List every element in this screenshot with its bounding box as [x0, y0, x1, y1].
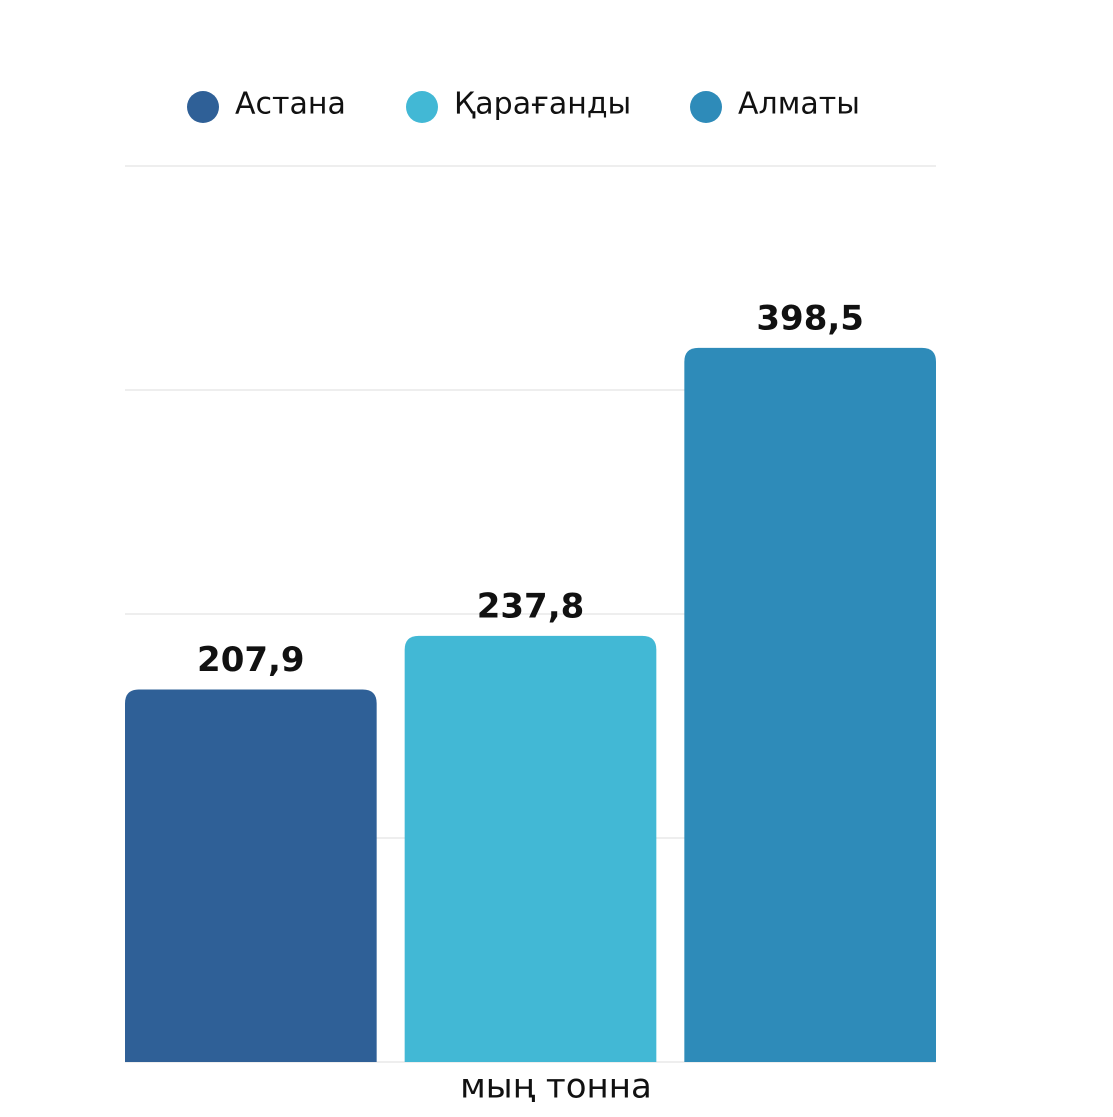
- x-axis-label: мың тонна: [460, 1067, 652, 1107]
- legend-marker: [187, 91, 219, 123]
- value-label: 398,5: [756, 298, 864, 338]
- value-label: 207,9: [197, 640, 305, 680]
- legend-label: Қарағанды: [454, 87, 631, 122]
- legend-marker: [406, 91, 438, 123]
- bar: [684, 347, 936, 1062]
- value-label: 237,8: [477, 586, 585, 626]
- legend-label: Астана: [235, 87, 346, 122]
- legend-label: Алматы: [738, 87, 860, 122]
- legend-marker: [690, 91, 722, 123]
- bar: [404, 635, 657, 1062]
- bar: [125, 689, 377, 1062]
